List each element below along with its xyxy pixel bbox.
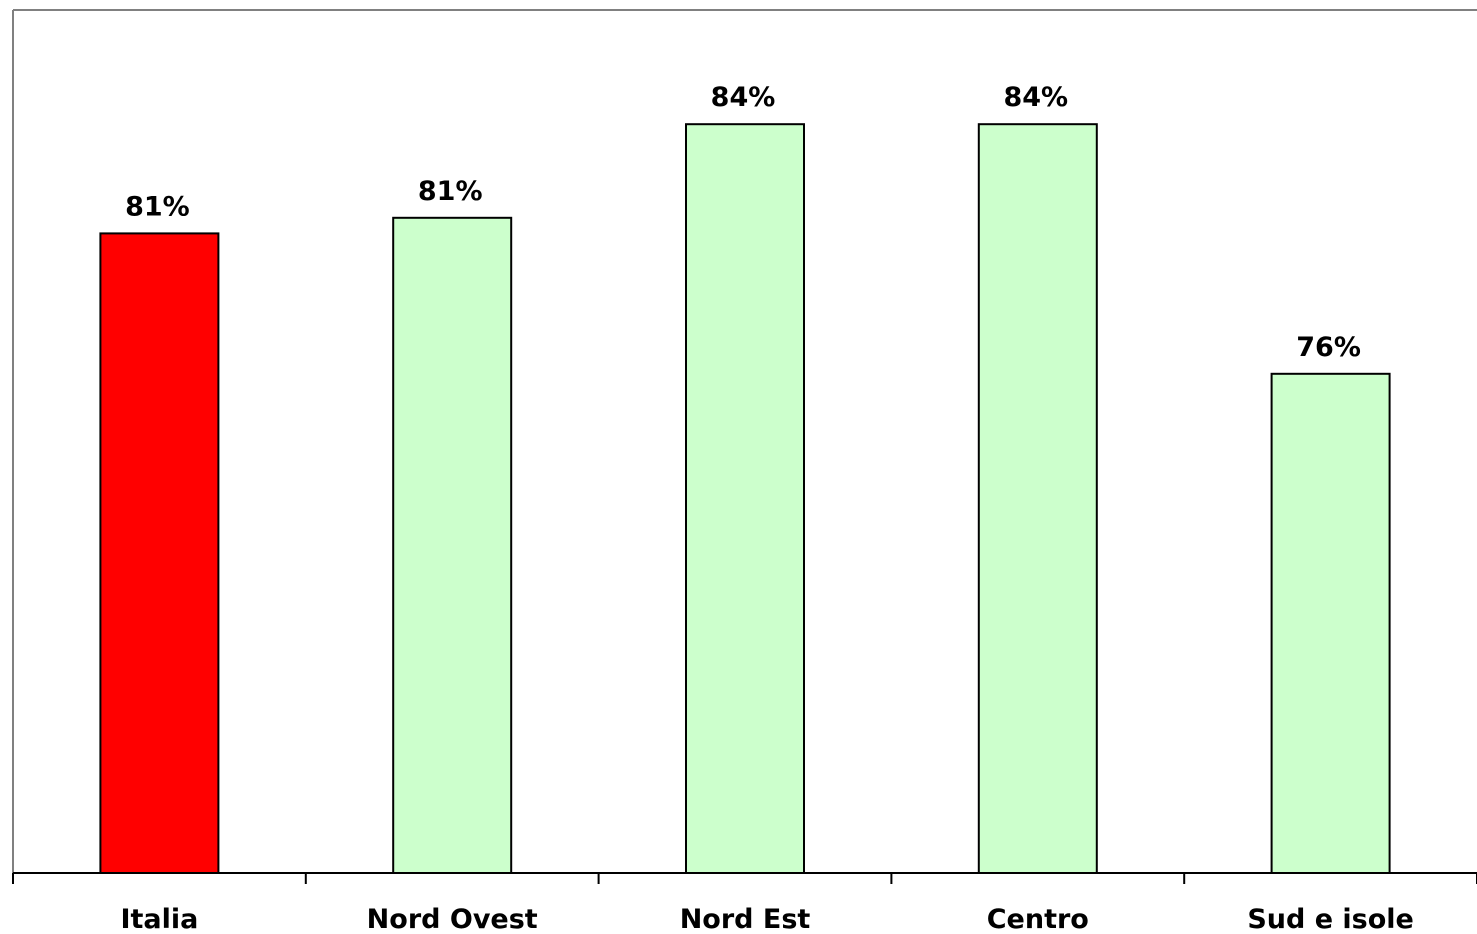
data-label: 84% <box>1003 82 1068 113</box>
data-label: 76% <box>1296 332 1361 363</box>
bar-italia <box>99 232 220 874</box>
category-label: Sud e isole <box>1247 904 1414 934</box>
category-label: Nord Est <box>680 904 811 934</box>
data-labels-group: 81% 81% 84% 84% 76% <box>125 82 1361 363</box>
data-label: 84% <box>711 82 776 113</box>
bar-sud-e-isole <box>1270 372 1391 874</box>
data-label: 81% <box>125 191 190 222</box>
category-labels-group: Italia Nord Ovest Nord Est Centro Sud e isol… <box>120 904 1413 934</box>
x-axis-ticks-group <box>12 873 1477 884</box>
bars-group <box>99 123 1391 875</box>
data-label: 81% <box>418 176 483 207</box>
category-label: Centro <box>987 904 1089 934</box>
category-label: Italia <box>120 904 198 934</box>
bar-nord-ovest <box>392 216 513 875</box>
category-label: Nord Ovest <box>367 904 538 934</box>
bar-nord-est <box>685 123 805 874</box>
bar-centro <box>977 123 1098 874</box>
